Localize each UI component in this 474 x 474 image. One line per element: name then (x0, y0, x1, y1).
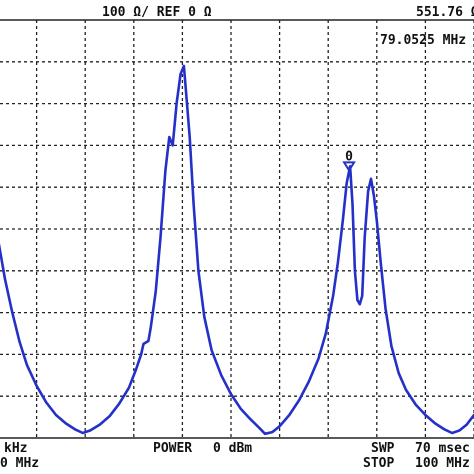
power-label: POWER (153, 441, 192, 456)
sweep-label: SWP (371, 441, 395, 456)
span-label: kHz (4, 441, 27, 456)
marker-label: 0 (345, 149, 353, 164)
trace-group (0, 64, 474, 436)
marker-frequency-readout: 79.0525 MHz (380, 33, 466, 48)
marker-value-readout: 551.76 Ω (416, 5, 474, 20)
graticule (0, 19, 474, 439)
start-frequency-label: 0 MHz (0, 456, 39, 471)
stop-value: 100 MHz (415, 456, 470, 471)
sweep-value: 70 msec (415, 441, 470, 456)
stop-label: STOP (363, 456, 394, 471)
marker-triangle-icon (342, 161, 356, 173)
scale-readout: 100 Ω/ REF 0 Ω (102, 5, 212, 20)
power-value: 0 dBm (213, 441, 252, 456)
impedance-trace (0, 64, 474, 436)
